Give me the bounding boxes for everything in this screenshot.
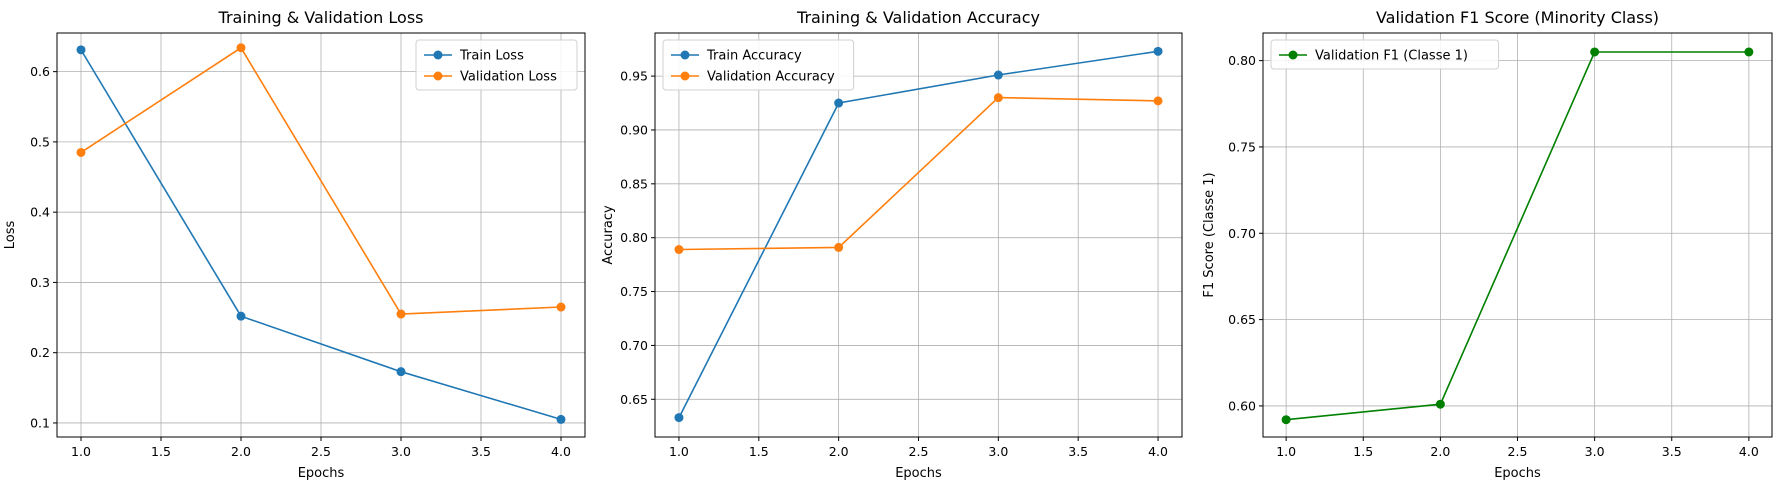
y-axis-label: Accuracy (601, 205, 616, 265)
x-tick-label: 2.5 (909, 444, 929, 459)
x-axis-label: Epochs (895, 466, 942, 481)
data-point (1281, 415, 1291, 425)
x-tick-label: 3.5 (1662, 444, 1682, 459)
y-tick-label: 0.70 (1228, 226, 1256, 241)
chart-title: Training & Validation Loss (218, 8, 424, 27)
x-tick-label: 1.0 (669, 444, 689, 459)
legend-marker (1288, 50, 1298, 60)
y-tick-label: 0.75 (1228, 139, 1256, 154)
x-tick-label: 2.0 (1430, 444, 1450, 459)
y-tick-label: 0.65 (1228, 312, 1256, 327)
data-point (834, 242, 844, 252)
chart-title: Training & Validation Accuracy (796, 8, 1040, 27)
data-point (834, 98, 844, 108)
legend-marker (680, 50, 690, 60)
y-tick-label: 0.70 (620, 338, 648, 353)
x-tick-label: 1.5 (1353, 444, 1373, 459)
y-tick-label: 0.60 (1228, 398, 1256, 413)
legend-label: Validation F1 (Classe 1) (1315, 49, 1468, 64)
y-tick-label: 0.3 (30, 275, 50, 290)
x-tick-label: 3.0 (988, 444, 1008, 459)
data-point (993, 93, 1003, 103)
x-tick-label: 2.0 (231, 444, 251, 459)
data-point (1435, 399, 1445, 409)
x-axis-label: Epochs (298, 466, 345, 481)
series-line (1286, 51, 1749, 421)
data-point (1744, 47, 1754, 57)
y-tick-label: 0.4 (30, 205, 50, 220)
y-tick-label: 0.90 (620, 122, 648, 137)
x-tick-label: 4.0 (551, 444, 571, 459)
series-line (80, 49, 562, 421)
x-axis-label: Epochs (1494, 466, 1541, 481)
legend-label: Train Accuracy (706, 49, 802, 64)
x-tick-label: 3.5 (471, 444, 491, 459)
legend-label: Validation Loss (460, 70, 557, 85)
y-tick-label: 0.1 (30, 415, 50, 430)
y-tick-label: 0.65 (620, 392, 648, 407)
chart-panel-2: 1.0 1.5 2.0 2.5 3.0 3.5 4.0 0.65 0.70 0.75 0.80 0.8… (601, 8, 1183, 481)
y-tick-label: 0.2 (30, 345, 50, 360)
data-point (1153, 46, 1163, 56)
x-tick-label: 1.5 (151, 444, 171, 459)
legend: Train Accuracy Validation Accuracy (662, 39, 855, 91)
legend-label: Validation Accuracy (707, 70, 835, 85)
chart-panel-3: 1.0 1.5 2.0 2.5 3.0 3.5 4.0 0.60 0.65 0.70 0.75 0.8… (1202, 8, 1773, 481)
chart-panel-1: 1.0 1.5 2.0 2.5 3.0 3.5 4.0 0.1 0.2 0.3 0.4 0.5 0.6 T… (3, 8, 586, 481)
chart-title: Validation F1 Score (Minority Class) (1376, 8, 1659, 27)
y-tick-label: 0.85 (620, 176, 648, 191)
x-tick-label: 2.5 (311, 444, 331, 459)
x-tick-label: 1.0 (71, 444, 91, 459)
x-tick-label: 3.0 (391, 444, 411, 459)
data-point (396, 367, 406, 377)
y-tick-label: 0.80 (1228, 53, 1256, 68)
x-tick-label: 1.0 (1276, 444, 1296, 459)
x-tick-label: 1.5 (749, 444, 769, 459)
x-tick-label: 4.0 (1148, 444, 1168, 459)
series-line (80, 46, 562, 315)
legend: Validation F1 (Classe 1) (1270, 39, 1500, 70)
y-axis-label: Loss (3, 221, 18, 250)
legend-box (662, 39, 855, 91)
x-tick-label: 3.5 (1068, 444, 1088, 459)
legend-box (1270, 39, 1500, 70)
data-point (674, 413, 684, 423)
data-point (674, 245, 684, 255)
data-point (556, 414, 566, 424)
x-tick-label: 3.0 (1585, 444, 1605, 459)
x-tick-label: 4.0 (1739, 444, 1759, 459)
data-point (1153, 96, 1163, 106)
data-point (236, 43, 246, 53)
x-tick-label: 2.0 (829, 444, 849, 459)
data-point (76, 45, 86, 55)
legend-marker (433, 71, 443, 81)
y-tick-label: 0.5 (30, 134, 50, 149)
legend-marker (680, 71, 690, 81)
data-point (1590, 47, 1600, 57)
series-line (678, 50, 1159, 418)
legend-marker (433, 50, 443, 60)
y-axis-label: F1 Score (Classe 1) (1202, 172, 1217, 297)
y-tick-label: 0.75 (620, 284, 648, 299)
data-point (76, 147, 86, 157)
legend: Train Loss Validation Loss (415, 39, 578, 91)
series-line (678, 96, 1159, 251)
legend-box (415, 39, 578, 91)
legend-label: Train Loss (459, 49, 524, 64)
y-tick-label: 0.95 (620, 69, 648, 84)
y-tick-label: 0.6 (30, 64, 50, 79)
x-tick-label: 2.5 (1508, 444, 1528, 459)
data-point (993, 70, 1003, 80)
data-point (396, 309, 406, 319)
data-point (236, 311, 246, 321)
data-point (556, 302, 566, 312)
y-tick-label: 0.80 (620, 230, 648, 245)
